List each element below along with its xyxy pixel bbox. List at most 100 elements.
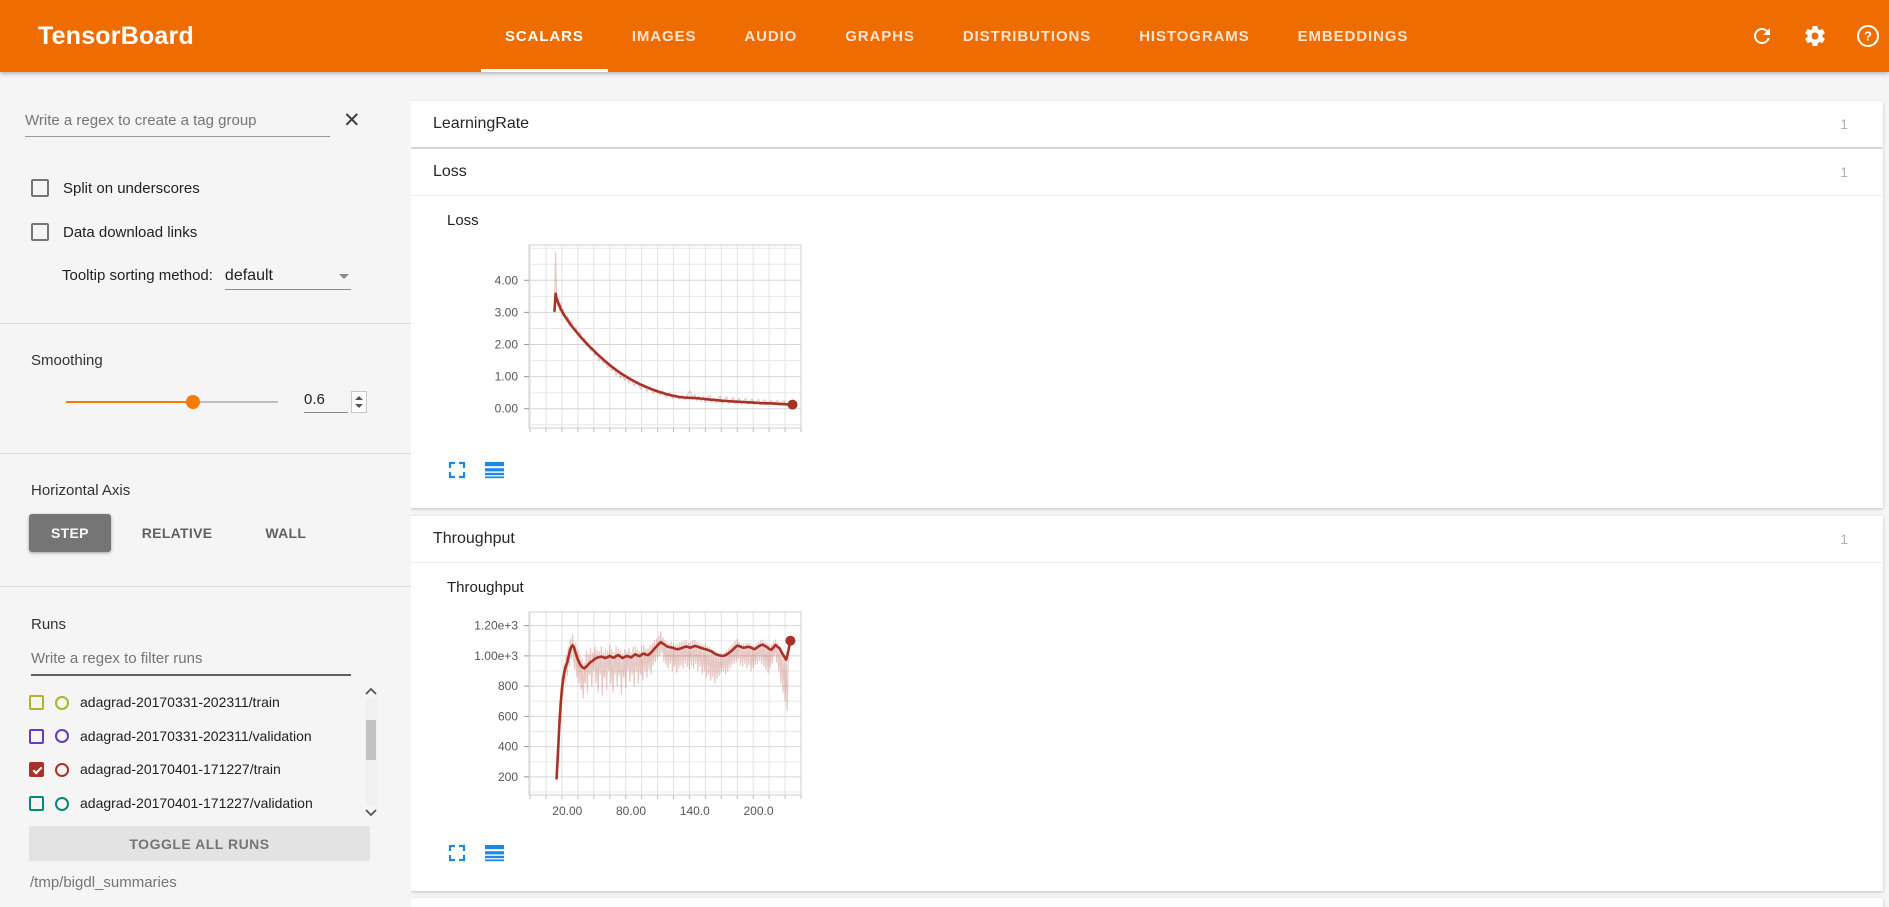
run-item[interactable]: adagrad-20170401-171227/validation <box>29 787 349 818</box>
close-icon[interactable]: ✕ <box>343 109 361 132</box>
lines-icon <box>484 462 504 479</box>
main-content: LearningRate 1 Loss 1 Loss 0.00 1.00 2.00 3… <box>411 72 1889 907</box>
split-underscores-label: Split on underscores <box>63 179 200 197</box>
split-underscores-row[interactable]: Split on underscores <box>31 179 411 197</box>
axis-step-button[interactable]: STEP <box>29 514 111 552</box>
divider <box>0 323 411 324</box>
toolbar-actions: ? <box>1749 0 1881 72</box>
slider-knob[interactable] <box>186 395 201 409</box>
settings-button[interactable] <box>1802 23 1828 49</box>
svg-text:1.00e+3: 1.00e+3 <box>474 649 518 663</box>
run-checkbox[interactable] <box>29 695 44 711</box>
runs-filter-row <box>31 646 411 676</box>
horizontal-axis-label: Horizontal Axis <box>31 482 131 499</box>
run-list-scrollbar[interactable] <box>363 686 379 818</box>
svg-text:0.00: 0.00 <box>495 402 519 416</box>
svg-text:80.00: 80.00 <box>616 804 646 818</box>
expand-chart-button[interactable] <box>447 460 467 480</box>
tab-graphs[interactable]: GRAPHS <box>845 27 915 45</box>
tooltip-sorting-value: default <box>224 267 273 284</box>
help-icon: ? <box>1857 25 1879 47</box>
loss-chart[interactable]: 0.00 1.00 2.00 3.00 4.00 <box>434 239 1883 444</box>
section-card-learningrate: LearningRate 1 <box>411 101 1883 147</box>
run-radio[interactable] <box>55 729 69 744</box>
data-download-label: Data download links <box>63 223 198 241</box>
divider <box>0 453 411 454</box>
section-title: Throughput <box>433 530 515 547</box>
tab-scalars[interactable]: SCALARS <box>481 0 608 72</box>
refresh-button[interactable] <box>1749 23 1775 49</box>
stepper-up-icon[interactable] <box>355 396 363 400</box>
run-checkbox[interactable] <box>29 796 44 812</box>
section-body-loss: Loss 0.00 1.00 2.00 3.00 4.00 <box>411 195 1883 508</box>
run-checkbox[interactable] <box>29 728 44 744</box>
svg-text:200.0: 200.0 <box>743 804 773 818</box>
loss-chart-svg[interactable]: 0.00 1.00 2.00 3.00 4.00 <box>434 239 814 439</box>
run-radio[interactable] <box>55 695 69 710</box>
svg-text:20.00: 20.00 <box>552 804 582 818</box>
axis-wall-button[interactable]: WALL <box>265 525 307 541</box>
section-header-learningrate[interactable]: LearningRate 1 <box>411 101 1883 147</box>
run-label: adagrad-20170331-202311/train <box>80 694 280 710</box>
run-label: adagrad-20170401-171227/train <box>80 761 281 778</box>
svg-text:4.00: 4.00 <box>495 273 519 287</box>
horizontal-axis-buttons: STEP RELATIVE WALL <box>29 514 411 552</box>
run-checkbox[interactable] <box>29 762 44 778</box>
tab-audio[interactable]: AUDIO <box>744 27 798 45</box>
chart-tag-title: Loss <box>447 212 479 229</box>
smoothing-value-input[interactable] <box>304 391 348 413</box>
log-directory-path: /tmp/bigdl_summaries <box>30 874 177 891</box>
tab-histograms[interactable]: HISTOGRAMS <box>1139 27 1250 45</box>
run-selector-button[interactable] <box>484 843 504 863</box>
expand-chart-button[interactable] <box>447 843 467 863</box>
run-item[interactable]: adagrad-20170331-202311/validation <box>29 720 349 754</box>
run-item[interactable]: adagrad-20170331-202311/train <box>29 686 349 720</box>
tag-filter-row: ✕ <box>25 108 400 137</box>
run-selector-button[interactable] <box>484 460 504 480</box>
section-count-badge: 1 <box>1840 116 1848 132</box>
run-radio[interactable] <box>55 796 69 811</box>
scrollbar-thumb[interactable] <box>366 720 376 760</box>
chevron-down-icon[interactable] <box>364 808 378 818</box>
chart-tag-title: Throughput <box>447 579 524 596</box>
stepper-down-icon[interactable] <box>355 404 363 408</box>
smoothing-label: Smoothing <box>31 352 103 369</box>
run-label: adagrad-20170331-202311/validation <box>80 727 312 744</box>
tab-images[interactable]: IMAGES <box>631 27 697 45</box>
axis-relative-button[interactable]: RELATIVE <box>141 525 213 541</box>
run-item[interactable]: adagrad-20170401-171227/train <box>29 753 349 787</box>
chart-actions <box>447 460 1883 480</box>
help-button[interactable]: ? <box>1855 23 1881 49</box>
smoothing-slider[interactable] <box>66 395 278 409</box>
section-header-throughput[interactable]: Throughput 1 <box>411 516 1883 562</box>
tooltip-sorting-select[interactable]: default <box>224 267 351 290</box>
divider <box>0 586 411 587</box>
data-download-checkbox[interactable] <box>31 223 49 241</box>
tab-embeddings[interactable]: EMBEDDINGS <box>1297 27 1409 45</box>
section-title: Loss <box>433 163 467 180</box>
tab-distributions[interactable]: DISTRIBUTIONS <box>962 27 1092 45</box>
section-count-badge: 1 <box>1840 531 1848 547</box>
toolbar: TensorBoard SCALARS IMAGES AUDIO GRAPHS … <box>0 0 1889 72</box>
split-underscores-checkbox[interactable] <box>31 179 49 197</box>
fullscreen-icon <box>448 844 466 862</box>
scrollbar-track[interactable] <box>365 698 377 806</box>
section-card-loss: Loss 1 Loss 0.00 1.00 2.00 3.00 4.00 <box>411 149 1883 508</box>
sidebar: ✕ Split on underscores Data download lin… <box>0 72 411 907</box>
tab-bar: SCALARS IMAGES AUDIO GRAPHS DISTRIBUTION… <box>481 0 1432 72</box>
toggle-all-runs-button[interactable]: TOGGLE ALL RUNS <box>29 826 370 861</box>
tag-filter-input[interactable] <box>25 108 330 137</box>
svg-text:1.00: 1.00 <box>495 370 519 384</box>
lines-icon <box>484 845 504 862</box>
smoothing-stepper[interactable] <box>351 391 367 413</box>
run-list: adagrad-20170331-202311/train adagrad-20… <box>29 686 379 818</box>
svg-text:400: 400 <box>498 740 518 754</box>
section-header-loss[interactable]: Loss 1 <box>411 149 1883 195</box>
data-download-row[interactable]: Data download links <box>31 223 411 241</box>
throughput-chart[interactable]: 200 400 600 800 1.00e+3 1.20e+3 20.00 80.00 140.… <box>434 606 1883 827</box>
svg-text:3.00: 3.00 <box>495 305 519 319</box>
run-radio[interactable] <box>55 762 69 777</box>
chevron-up-icon[interactable] <box>364 686 378 696</box>
runs-filter-input[interactable] <box>31 646 351 676</box>
throughput-chart-svg[interactable]: 200 400 600 800 1.00e+3 1.20e+3 20.00 80.00 140.… <box>434 606 814 822</box>
